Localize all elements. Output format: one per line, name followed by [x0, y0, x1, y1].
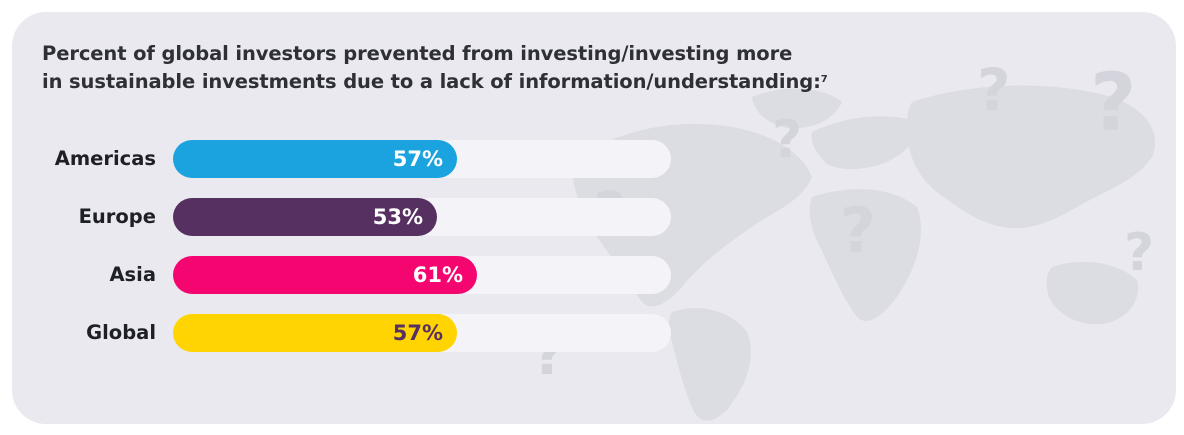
bar-row-europe: Europe 53% — [12, 198, 712, 236]
bar-europe: 53% — [173, 198, 437, 236]
continent-south-america — [669, 308, 751, 421]
continent-africa — [809, 189, 921, 321]
category-label: Americas — [54, 147, 156, 170]
category-label: Global — [86, 321, 156, 344]
continent-greenland — [752, 88, 842, 129]
question-mark-decoration: ? — [1090, 56, 1136, 149]
chart-title-line-2: in sustainable investments due to a lack… — [42, 68, 828, 96]
value-label: 53% — [372, 205, 423, 229]
continent-australia — [1046, 261, 1138, 325]
chart-card: ? ? ? ? ? ? ? Percent of global investor… — [12, 12, 1176, 424]
bar-row-global: Global 57% — [12, 314, 712, 352]
bar-row-americas: Americas 57% — [12, 140, 712, 178]
question-mark-decoration: ? — [840, 194, 876, 267]
value-label: 61% — [412, 263, 463, 287]
bar-americas: 57% — [173, 140, 457, 178]
footnote-superscript: 7 — [820, 74, 828, 85]
bar-chart: Americas 57% Europe 53% Asia 61% Global 57% — [12, 140, 712, 370]
bar-row-asia: Asia 61% — [12, 256, 712, 294]
bar-track: 53% — [173, 198, 671, 236]
question-mark-decoration: ? — [772, 110, 802, 170]
bar-global: 57% — [173, 314, 457, 352]
value-label: 57% — [392, 321, 443, 345]
question-mark-decoration: ? — [1124, 223, 1154, 283]
chart-title: Percent of global investors prevented fr… — [42, 40, 828, 96]
continent-asia — [907, 85, 1156, 229]
chart-title-line-1: Percent of global investors prevented fr… — [42, 42, 793, 65]
bar-track: 57% — [173, 140, 671, 178]
category-label: Asia — [109, 263, 156, 286]
category-label: Europe — [78, 205, 156, 228]
chart-title-line-2-text: in sustainable investments due to a lack… — [42, 70, 821, 93]
bar-asia: 61% — [173, 256, 477, 294]
value-label: 57% — [392, 147, 443, 171]
question-mark-decoration: ? — [977, 56, 1011, 124]
bar-track: 57% — [173, 314, 671, 352]
bar-track: 61% — [173, 256, 671, 294]
continent-europe — [811, 116, 916, 170]
